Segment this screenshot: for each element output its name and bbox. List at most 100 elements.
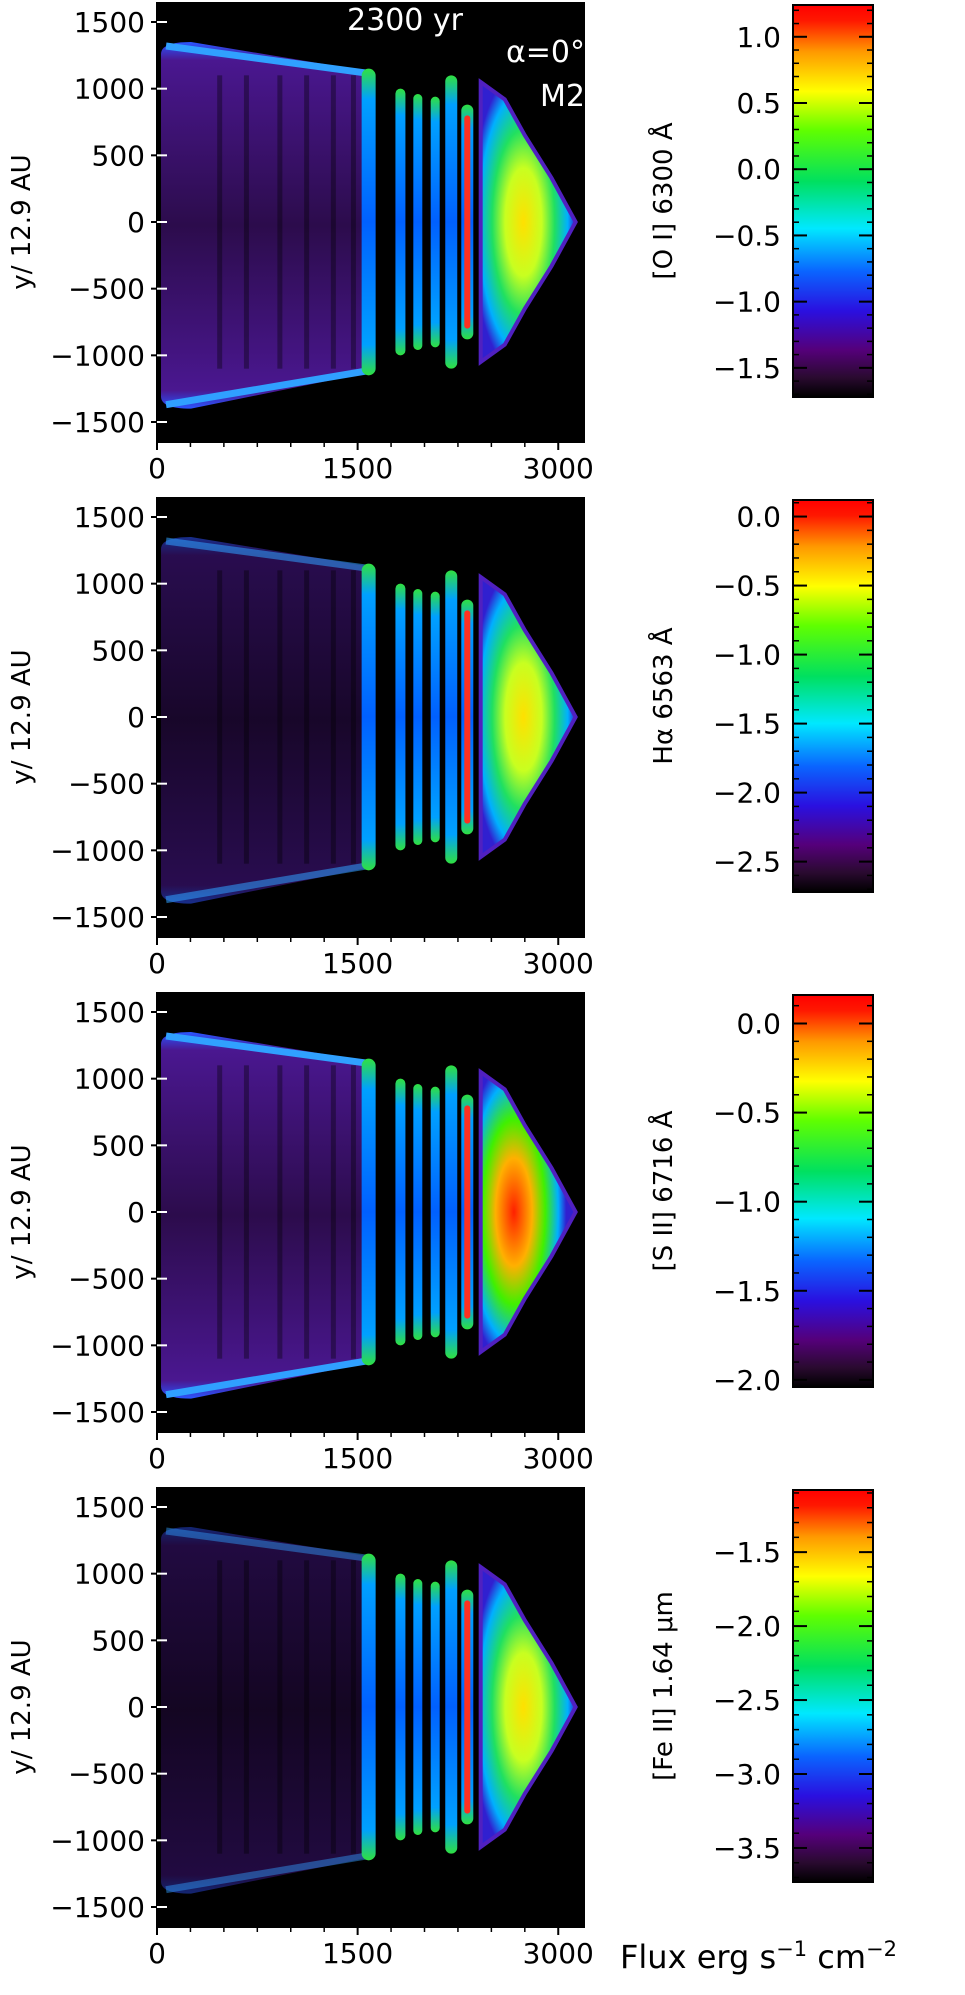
colorbar-tick-label: −1.0 bbox=[713, 639, 781, 672]
x-tick-label: 0 bbox=[148, 1937, 166, 1970]
colorbar-tick-label: −1.0 bbox=[713, 1186, 781, 1219]
striation-2 bbox=[243, 570, 249, 864]
y-tick-label: 0 bbox=[127, 1691, 145, 1724]
knot-2 bbox=[413, 1579, 423, 1835]
striation-3 bbox=[277, 1065, 283, 1359]
knot-3 bbox=[430, 1581, 440, 1833]
bow-shock-outline bbox=[478, 1068, 578, 1356]
knot-3 bbox=[430, 591, 440, 843]
colorbar-tick-label: −2.0 bbox=[713, 777, 781, 810]
striation-5 bbox=[330, 1065, 336, 1359]
x-tick-label: 3000 bbox=[523, 947, 594, 980]
knot-3 bbox=[430, 1086, 440, 1338]
knot-4 bbox=[445, 570, 458, 864]
colorbar-tick-label: 0.0 bbox=[736, 1008, 781, 1041]
colorbar-tick-label: −0.5 bbox=[713, 570, 781, 603]
cocoon-bottom-edge bbox=[165, 862, 369, 904]
knot-2 bbox=[413, 589, 423, 845]
jet-cocoon bbox=[161, 1032, 369, 1399]
x-tick-label: 1500 bbox=[322, 947, 393, 980]
y-tick-label: −1500 bbox=[50, 1396, 145, 1429]
colorbar-tick-label: −2.5 bbox=[713, 846, 781, 879]
annotation-model: M2 bbox=[540, 79, 585, 114]
striation-3 bbox=[277, 75, 283, 369]
units-exp1: −1 bbox=[776, 1937, 807, 1961]
knot-4 bbox=[445, 75, 458, 369]
y-tick-label: 500 bbox=[92, 139, 145, 172]
y-tick-label: −1000 bbox=[50, 834, 145, 867]
bow-shock bbox=[480, 1072, 576, 1352]
x-tick-label: 0 bbox=[148, 1442, 166, 1475]
colorbar-tick-label: 0.0 bbox=[736, 501, 781, 534]
y-tick-label: −500 bbox=[68, 1758, 145, 1791]
colorbar-units-label: Flux erg s−1 cm−2 bbox=[620, 1937, 897, 1976]
y-axis-title: y/ 12.9 AU bbox=[7, 1144, 37, 1279]
colorbar bbox=[792, 1489, 874, 1883]
x-tick-label: 0 bbox=[148, 452, 166, 485]
striation-5 bbox=[330, 75, 336, 369]
units-exp2: −2 bbox=[866, 1937, 897, 1961]
colorbar-tick-label: 1.0 bbox=[736, 21, 781, 54]
cocoon-shock bbox=[361, 1553, 376, 1861]
y-axis-title: y/ 12.9 AU bbox=[7, 1639, 37, 1774]
colorbar-tick-label: −0.5 bbox=[713, 219, 781, 252]
striation-4 bbox=[304, 570, 310, 864]
bow-shock bbox=[480, 577, 576, 857]
y-tick-label: 0 bbox=[127, 701, 145, 734]
knot-core bbox=[464, 610, 471, 824]
cocoon-shock bbox=[361, 68, 376, 376]
striation-3 bbox=[277, 570, 283, 864]
colorbar-tick-label: −2.0 bbox=[713, 1364, 781, 1397]
colorbar-tick-label: −1.0 bbox=[713, 286, 781, 319]
knot-1 bbox=[395, 88, 406, 356]
annotation-time: 2300 yr bbox=[347, 3, 464, 38]
striation-1 bbox=[217, 75, 223, 369]
colorbar-label: [O I] 6300 Å bbox=[647, 122, 679, 279]
knot-4 bbox=[445, 1065, 458, 1359]
y-tick-label: 1500 bbox=[74, 501, 145, 534]
striation-3 bbox=[277, 1560, 283, 1854]
knot-1 bbox=[395, 1573, 406, 1841]
y-tick-label: −1500 bbox=[50, 901, 145, 934]
units-main: Flux erg s bbox=[620, 1938, 776, 1976]
colorbar-label: [Fe II] 1.64 μm bbox=[649, 1591, 679, 1781]
striation-2 bbox=[243, 1560, 249, 1854]
y-tick-label: −1000 bbox=[50, 1329, 145, 1362]
jet-cocoon bbox=[161, 537, 369, 904]
striation-2 bbox=[243, 75, 249, 369]
knot-core bbox=[464, 115, 471, 329]
y-tick-label: 500 bbox=[92, 1129, 145, 1162]
colorbar-tick-label: −1.5 bbox=[713, 1275, 781, 1308]
colorbar-tick-label: −1.5 bbox=[713, 708, 781, 741]
colorbar-tick-label: 0.5 bbox=[736, 87, 781, 120]
y-tick-label: 1000 bbox=[74, 73, 145, 106]
bow-shock-outline bbox=[478, 78, 578, 366]
colorbar-tick-label: −2.5 bbox=[713, 1684, 781, 1717]
colorbar-tick-label: −2.0 bbox=[713, 1610, 781, 1643]
cocoon-shock bbox=[361, 1058, 376, 1366]
y-tick-label: 1000 bbox=[74, 1558, 145, 1591]
colorbar bbox=[792, 4, 874, 398]
colorbar bbox=[792, 499, 874, 893]
bow-shock-outline bbox=[478, 1563, 578, 1851]
y-tick-label: −1000 bbox=[50, 1824, 145, 1857]
cocoon-top-edge bbox=[165, 537, 369, 572]
knot-3 bbox=[430, 96, 440, 348]
colorbar-label: Hα 6563 Å bbox=[647, 627, 679, 764]
x-tick-label: 1500 bbox=[322, 452, 393, 485]
colorbar-tick-label: −0.5 bbox=[713, 1097, 781, 1130]
colorbar bbox=[792, 994, 874, 1388]
y-tick-label: −1500 bbox=[50, 406, 145, 439]
knot-2 bbox=[413, 1084, 423, 1340]
cocoon-top-edge bbox=[165, 42, 369, 77]
cocoon-bottom-edge bbox=[165, 1852, 369, 1894]
striation-5 bbox=[330, 570, 336, 864]
x-tick-label: 1500 bbox=[322, 1442, 393, 1475]
y-tick-label: 500 bbox=[92, 1624, 145, 1657]
x-tick-label: 0 bbox=[148, 947, 166, 980]
